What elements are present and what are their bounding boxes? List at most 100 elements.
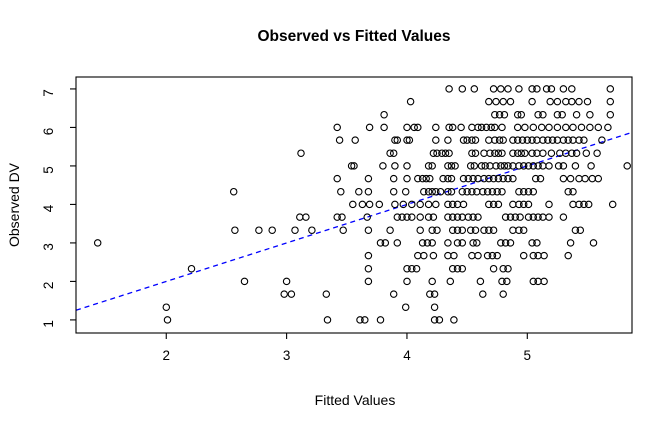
data-point: [471, 226, 480, 234]
data-point: [444, 239, 452, 247]
data-point: [489, 264, 498, 273]
data-point: [539, 213, 547, 221]
data-point: [364, 226, 373, 234]
data-point: [458, 213, 467, 221]
data-point: [386, 149, 394, 157]
data-point: [447, 174, 456, 183]
data-point: [569, 136, 577, 144]
data-point: [509, 149, 517, 157]
data-point: [296, 213, 304, 221]
data-point: [544, 136, 552, 144]
data-point: [594, 174, 603, 183]
data-point: [604, 123, 612, 132]
data-point: [403, 174, 411, 183]
data-point: [375, 200, 384, 209]
data-point: [403, 213, 411, 221]
data-point: [483, 187, 492, 196]
data-point: [519, 251, 528, 260]
data-point: [403, 162, 411, 170]
data-point: [521, 149, 529, 157]
data-point: [435, 316, 444, 324]
data-point: [533, 149, 541, 157]
data-point: [483, 251, 492, 260]
data-point: [500, 162, 509, 170]
data-point: [458, 85, 467, 93]
data-point: [445, 85, 453, 93]
data-point: [539, 149, 547, 157]
data-point: [187, 264, 196, 273]
data-point: [553, 123, 562, 132]
data-point: [231, 226, 239, 234]
data-point: [606, 110, 615, 119]
data-point: [582, 149, 591, 157]
y-tick-label: 1: [41, 320, 56, 328]
data-point: [389, 149, 398, 157]
data-point: [494, 200, 503, 209]
data-point: [559, 136, 568, 144]
data-point: [423, 239, 432, 247]
data-point: [361, 316, 369, 324]
data-point: [529, 162, 538, 170]
data-point: [485, 97, 493, 106]
data-point: [492, 97, 500, 106]
data-point: [519, 200, 528, 209]
data-point: [553, 97, 562, 106]
data-point: [466, 226, 475, 234]
data-point: [572, 149, 581, 157]
data-point: [333, 174, 341, 183]
data-point: [489, 174, 498, 183]
data-point: [480, 174, 488, 183]
data-point: [356, 316, 364, 324]
data-point: [416, 200, 424, 209]
data-point: [488, 187, 497, 196]
data-point: [389, 290, 398, 298]
data-point: [376, 239, 385, 247]
data-point: [580, 136, 588, 144]
data-point: [487, 123, 495, 132]
data-point: [414, 123, 422, 132]
data-point: [513, 136, 522, 144]
data-point: [297, 149, 305, 157]
y-axis-ticks: 1 2 3 4 5 6 7: [41, 88, 76, 328]
data-point: [503, 277, 511, 286]
data-point: [479, 187, 487, 196]
data-point: [564, 251, 572, 260]
data-point: [448, 213, 457, 221]
data-point: [524, 200, 533, 209]
data-point: [553, 136, 562, 144]
data-point: [539, 110, 547, 119]
data-point: [606, 85, 615, 93]
data-point: [428, 162, 436, 170]
data-point: [524, 162, 533, 170]
data-point: [489, 200, 498, 209]
data-point: [506, 97, 515, 106]
data-point: [515, 200, 523, 209]
data-point: [534, 110, 542, 119]
data-point: [468, 251, 476, 260]
data-point: [513, 123, 522, 132]
data-point: [444, 174, 452, 183]
data-point: [412, 264, 421, 273]
data-point: [426, 174, 434, 183]
data-point: [444, 251, 452, 260]
data-point: [486, 162, 494, 170]
data-point: [444, 213, 452, 221]
data-point: [473, 239, 481, 247]
identity-line: [75, 131, 633, 311]
data-point: [587, 162, 595, 170]
data-point: [533, 85, 541, 93]
data-point: [485, 136, 493, 144]
data-point: [500, 110, 509, 119]
data-point: [426, 290, 434, 298]
data-point: [428, 277, 436, 286]
data-point: [459, 200, 468, 209]
data-point: [463, 187, 471, 196]
data-point: [405, 136, 414, 144]
data-point: [477, 162, 486, 170]
x-axis-label: Fitted Values: [315, 392, 396, 408]
data-point: [545, 213, 553, 221]
data-point: [406, 97, 415, 106]
data-point: [519, 187, 528, 196]
data-point: [450, 251, 458, 260]
data-point: [335, 136, 344, 144]
